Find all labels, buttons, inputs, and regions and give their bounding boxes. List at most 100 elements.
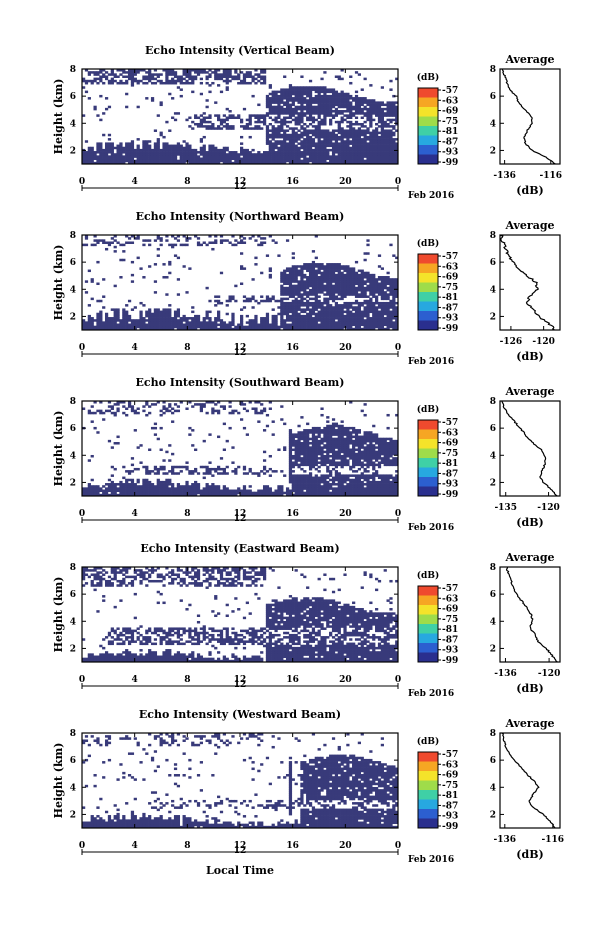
echo-cell <box>361 278 364 281</box>
echo-cell <box>358 313 361 316</box>
echo-cell <box>266 127 269 130</box>
echo-cell <box>306 140 309 143</box>
echo-cell <box>343 289 346 292</box>
echo-cell <box>315 136 318 139</box>
echo-cell <box>384 145 387 148</box>
echo-cell <box>341 140 344 143</box>
echo-cell <box>240 418 243 421</box>
echo-cell <box>266 315 269 318</box>
echo-cell <box>231 78 234 81</box>
echo-cell <box>249 71 252 74</box>
echo-cell <box>323 147 326 150</box>
echo-cell <box>206 483 209 486</box>
echo-cell <box>381 321 384 324</box>
echo-cell <box>142 142 145 145</box>
echo-cell <box>309 160 312 163</box>
echo-cell <box>364 274 367 277</box>
echo-cell <box>283 158 286 161</box>
echo-cell <box>338 138 341 141</box>
echo-cell <box>306 270 309 273</box>
echo-cell <box>361 293 364 296</box>
echo-cell <box>326 311 329 314</box>
echo-cell <box>355 278 358 281</box>
echo-cell <box>323 149 326 152</box>
echo-cell <box>263 485 266 488</box>
echo-cell <box>338 289 341 292</box>
echo-cell <box>174 80 177 83</box>
echo-cell <box>257 158 260 161</box>
echo-cell <box>217 302 220 305</box>
echo-cell <box>162 149 165 152</box>
x-tick-label: 20 <box>339 343 352 353</box>
echo-cell <box>297 117 300 120</box>
echo-cell <box>266 125 269 128</box>
echo-cell <box>338 110 341 113</box>
echo-cell <box>349 151 352 154</box>
echo-cell <box>85 280 88 283</box>
echo-cell <box>332 298 335 301</box>
echo-cell <box>366 306 369 309</box>
echo-cell <box>332 134 335 137</box>
echo-cell <box>211 412 214 415</box>
echo-cell <box>283 474 286 477</box>
echo-cell <box>277 142 280 145</box>
echo-cell <box>99 80 102 83</box>
echo-cell <box>260 470 263 473</box>
echo-cell <box>283 108 286 111</box>
echo-cell <box>297 285 300 288</box>
echo-cell <box>160 326 163 329</box>
echo-cell <box>237 487 240 490</box>
echo-cell <box>165 492 168 495</box>
average-x-label: (dB) <box>516 350 543 363</box>
echo-cell <box>91 149 94 152</box>
echo-cell <box>312 263 315 266</box>
echo-cell <box>208 317 211 320</box>
echo-cell <box>315 153 318 156</box>
echo-cell <box>229 490 232 493</box>
echo-cell <box>283 311 286 314</box>
echo-cell <box>217 319 220 322</box>
echo-cell <box>203 153 206 156</box>
echo-cell <box>119 276 122 279</box>
echo-cell <box>364 142 367 145</box>
echo-cell <box>257 302 260 305</box>
echo-cell <box>381 287 384 290</box>
echo-cell <box>165 160 168 163</box>
echo-cell <box>352 106 355 109</box>
average-x-tick-label: -136 <box>493 171 516 181</box>
echo-cell <box>119 321 122 324</box>
echo-cell <box>292 479 295 482</box>
echo-cell <box>349 117 352 120</box>
echo-cell <box>346 280 349 283</box>
echo-cell <box>119 259 122 262</box>
echo-cell <box>392 158 395 161</box>
echo-cell <box>257 244 260 247</box>
echo-cell <box>375 142 378 145</box>
echo-cell <box>335 321 338 324</box>
echo-cell <box>128 317 131 320</box>
echo-cell <box>292 93 295 96</box>
echo-cell <box>318 287 321 290</box>
echo-cell <box>289 160 292 163</box>
echo-cell <box>203 324 206 327</box>
echo-cell <box>375 298 378 301</box>
echo-cell <box>200 78 203 81</box>
echo-cell <box>162 468 165 471</box>
echo-cell <box>263 459 266 462</box>
echo-cell <box>389 244 392 247</box>
echo-cell <box>200 71 203 74</box>
echo-cell <box>105 321 108 324</box>
echo-cell <box>300 119 303 122</box>
echo-cell <box>364 160 367 163</box>
echo-cell <box>280 289 283 292</box>
echo-cell <box>220 319 223 322</box>
echo-cell <box>326 276 329 279</box>
echo-cell <box>306 308 309 311</box>
echo-cell <box>372 112 375 115</box>
echo-cell <box>137 151 140 154</box>
echo-cell <box>272 91 275 94</box>
echo-cell <box>335 324 338 327</box>
echo-cell <box>329 123 332 126</box>
echo-cell <box>254 73 257 76</box>
echo-cell <box>174 149 177 152</box>
